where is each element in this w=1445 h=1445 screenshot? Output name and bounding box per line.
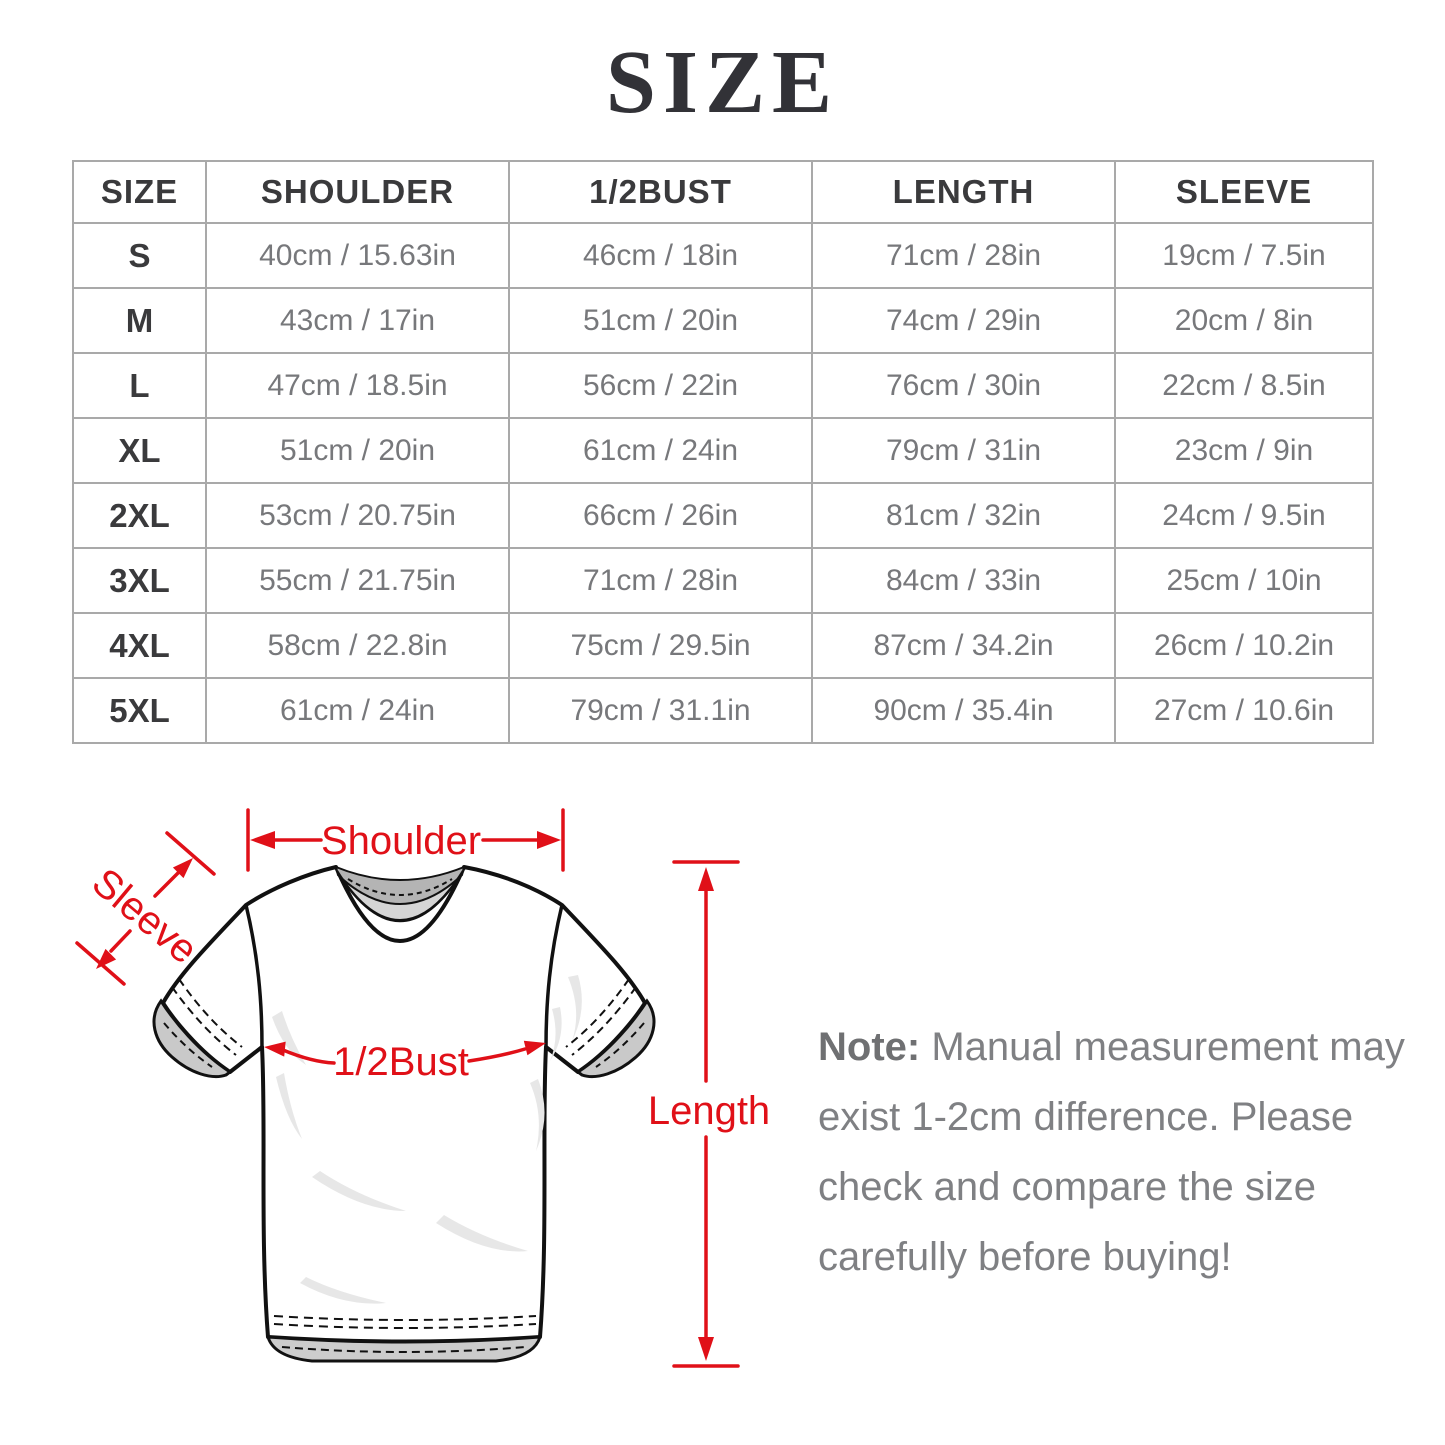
left-sleeve-seam — [244, 904, 264, 1048]
length-arrowhead-top — [698, 867, 714, 891]
table-row: 2XL 53cm / 20.75in 66cm / 26in 81cm / 32… — [72, 482, 1374, 549]
col-header-length: LENGTH — [811, 160, 1116, 224]
sleeve-value: 23cm / 9in — [1114, 417, 1374, 484]
sleeve-arrowhead-top — [172, 858, 193, 879]
sleeve-value: 24cm / 9.5in — [1114, 482, 1374, 549]
table-row: M 43cm / 17in 51cm / 20in 74cm / 29in 20… — [72, 287, 1374, 354]
sleeve-tick-bottom — [75, 941, 126, 986]
table-header-row: SIZE SHOULDER 1/2BUST LENGTH SLEEVE — [72, 160, 1374, 224]
collar-rib-band — [334, 865, 466, 905]
left-cuff — [152, 978, 243, 1079]
shoulder-value: 51cm / 20in — [205, 417, 510, 484]
table-row: 5XL 61cm / 24in 79cm / 31.1in 90cm / 35.… — [72, 677, 1374, 744]
sleeve-value: 20cm / 8in — [1114, 287, 1374, 354]
length-value: 79cm / 31in — [811, 417, 1116, 484]
size-label: 4XL — [72, 612, 207, 679]
sleeve-value: 27cm / 10.6in — [1114, 677, 1374, 744]
sleeve-value: 22cm / 8.5in — [1114, 352, 1374, 419]
length-value: 84cm / 33in — [811, 547, 1116, 614]
size-table: SIZE SHOULDER 1/2BUST LENGTH SLEEVE S 40… — [72, 160, 1374, 744]
shoulder-value: 55cm / 21.75in — [205, 547, 510, 614]
sleeve-tick-top — [165, 831, 216, 876]
size-label: S — [72, 222, 207, 289]
length-value: 87cm / 34.2in — [811, 612, 1116, 679]
col-header-sleeve: SLEEVE — [1114, 160, 1374, 224]
shoulder-measure-arrow: Shoulder — [246, 808, 565, 872]
length-value: 81cm / 32in — [811, 482, 1116, 549]
collar-rim-line — [335, 870, 465, 923]
bust-value: 46cm / 18in — [508, 222, 813, 289]
length-value: 74cm / 29in — [811, 287, 1116, 354]
bust-value: 66cm / 26in — [508, 482, 813, 549]
bust-value: 71cm / 28in — [508, 547, 813, 614]
col-header-size: SIZE — [72, 160, 207, 224]
length-measure-arrow: Length — [648, 860, 770, 1368]
table-row: 4XL 58cm / 22.8in 75cm / 29.5in 87cm / 3… — [72, 612, 1374, 679]
size-label: 5XL — [72, 677, 207, 744]
bust-value: 79cm / 31.1in — [508, 677, 813, 744]
tshirt-measurement-diagram: Shoulder Sleeve 1/2Bust Length — [75, 808, 770, 1368]
length-arrowhead-bottom — [698, 1337, 714, 1361]
length-value: 71cm / 28in — [811, 222, 1116, 289]
right-sleeve-seam — [544, 904, 564, 1048]
page-title: SIZE — [605, 33, 840, 132]
sleeve-value: 26cm / 10.2in — [1114, 612, 1374, 679]
bust-label: 1/2Bust — [333, 1040, 469, 1084]
sleeve-value: 25cm / 10in — [1114, 547, 1374, 614]
shoulder-value: 40cm / 15.63in — [205, 222, 510, 289]
col-header-bust: 1/2BUST — [508, 160, 813, 224]
bust-arrowhead-right — [523, 1040, 546, 1056]
sleeve-label: Sleeve — [84, 860, 206, 972]
right-cuff — [565, 978, 656, 1079]
shoulder-value: 58cm / 22.8in — [205, 612, 510, 679]
bust-measure-arrow: 1/2Bust — [264, 1040, 546, 1084]
measurement-note: Note: Manual measurement may exist 1-2cm… — [818, 1012, 1438, 1292]
shoulder-value: 61cm / 24in — [205, 677, 510, 744]
size-label: XL — [72, 417, 207, 484]
tshirt-body — [161, 865, 647, 1344]
size-label: 3XL — [72, 547, 207, 614]
sleeve-value: 19cm / 7.5in — [1114, 222, 1374, 289]
bust-value: 56cm / 22in — [508, 352, 813, 419]
bust-arrowhead-left — [264, 1041, 286, 1057]
shoulder-value: 53cm / 20.75in — [205, 482, 510, 549]
length-value: 90cm / 35.4in — [811, 677, 1116, 744]
shoulder-arrowhead-left — [250, 831, 275, 849]
bust-value: 75cm / 29.5in — [508, 612, 813, 679]
bust-value: 61cm / 24in — [508, 417, 813, 484]
collar-stitch — [347, 878, 453, 896]
note-text: Manual measurement may exist 1-2cm diffe… — [818, 1025, 1405, 1279]
size-label: M — [72, 287, 207, 354]
bust-value: 51cm / 20in — [508, 287, 813, 354]
shoulder-arrowhead-right — [537, 831, 561, 849]
length-label: Length — [648, 1089, 770, 1133]
shoulder-label: Shoulder — [321, 819, 481, 863]
tshirt-illustration — [152, 865, 656, 1363]
size-label: L — [72, 352, 207, 419]
length-value: 76cm / 30in — [811, 352, 1116, 419]
table-row: L 47cm / 18.5in 56cm / 22in 76cm / 30in … — [72, 352, 1374, 419]
fabric-wrinkles — [272, 975, 582, 1304]
note-label: Note: — [818, 1025, 921, 1069]
table-row: S 40cm / 15.63in 46cm / 18in 71cm / 28in… — [72, 222, 1374, 289]
bottom-hem — [265, 1315, 543, 1363]
shoulder-value: 43cm / 17in — [205, 287, 510, 354]
table-row: 3XL 55cm / 21.75in 71cm / 28in 84cm / 33… — [72, 547, 1374, 614]
collar — [334, 865, 466, 923]
size-label: 2XL — [72, 482, 207, 549]
shoulder-value: 47cm / 18.5in — [205, 352, 510, 419]
sleeve-arrowhead-bottom — [96, 948, 117, 969]
col-header-shoulder: SHOULDER — [205, 160, 510, 224]
table-row: XL 51cm / 20in 61cm / 24in 79cm / 31in 2… — [72, 417, 1374, 484]
